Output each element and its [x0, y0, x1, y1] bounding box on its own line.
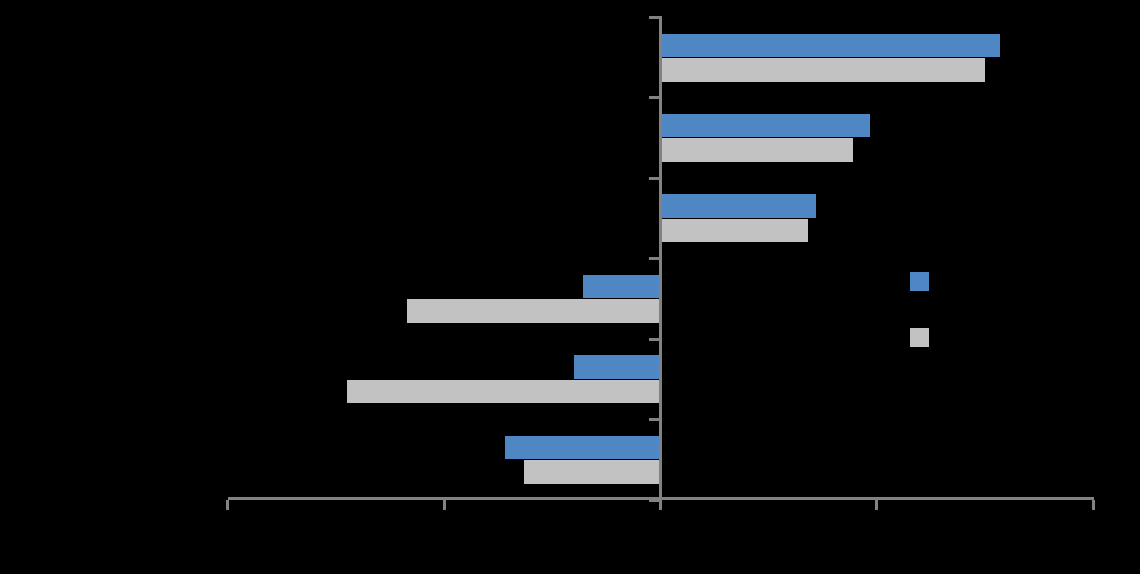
bar-series-2-cat-2: [660, 138, 854, 162]
bar-series-1-cat-2: [660, 113, 871, 138]
y-axis-tick-6: [648, 418, 659, 422]
y-axis-tick-1: [648, 16, 659, 19]
y-axis-tick-7: [648, 498, 659, 502]
x-axis-tick-4: [875, 499, 879, 510]
bar-series-2-cat-3: [660, 218, 808, 243]
y-axis-tick-4: [648, 257, 659, 261]
bar-series-2-cat-5: [346, 379, 661, 404]
y-axis-tick-5: [648, 337, 659, 341]
bar-series-1-cat-3: [660, 194, 817, 218]
legend-swatch-series-2: [910, 328, 929, 347]
legend-swatch-series-1: [910, 272, 929, 291]
x-axis-tick-5: [1091, 499, 1095, 510]
bar-series-1-cat-1: [660, 33, 1001, 57]
bar-series-1-cat-4: [582, 274, 661, 299]
bar-series-2-cat-1: [660, 58, 986, 82]
y-axis-tick-2: [648, 96, 659, 100]
y-axis-line: [659, 16, 662, 510]
x-axis-tick-2: [442, 499, 446, 510]
bar-series-2-cat-4: [407, 299, 661, 323]
y-axis-tick-3: [648, 176, 659, 180]
bar-series-1-cat-5: [573, 355, 661, 379]
x-axis-tick-1: [226, 499, 230, 510]
bar-series-1-cat-6: [504, 435, 661, 460]
bar-series-2-cat-6: [524, 460, 661, 484]
